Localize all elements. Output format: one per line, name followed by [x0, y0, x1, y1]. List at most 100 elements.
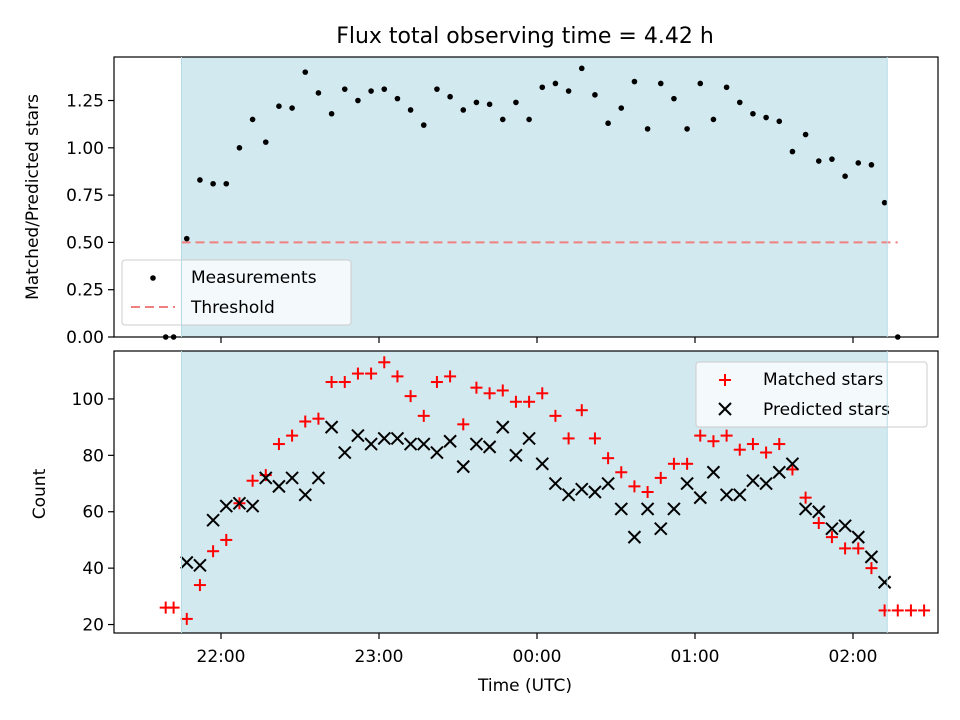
legend-measurements-marker	[150, 275, 156, 281]
predicted-star-point	[351, 428, 365, 443]
predicted-star-point	[285, 471, 299, 485]
matched-star-point	[891, 604, 904, 617]
measurement-point	[565, 88, 572, 94]
matched-star-point	[786, 463, 799, 476]
measurement-point	[842, 173, 848, 179]
predicted-star-point	[443, 434, 457, 448]
measurement-point	[328, 110, 335, 117]
predicted-star-point	[469, 437, 484, 451]
measurement-point	[447, 93, 453, 100]
bottom-panel: 20 40 60 80 100 22:00 23:00 00:00 01:00 02:00 Co…	[30, 350, 939, 696]
measurement-point	[499, 116, 506, 123]
measurement-point	[710, 116, 717, 123]
bottom-y-tick-label: 100	[72, 390, 104, 410]
measurement-point	[262, 139, 269, 145]
matched-star-point	[667, 457, 680, 470]
matched-star-point	[878, 604, 891, 617]
matched-star-point	[536, 387, 549, 400]
measurement-point	[394, 95, 401, 102]
measurement-point	[815, 158, 822, 164]
count-points	[159, 356, 931, 625]
predicted-star-point	[311, 471, 326, 485]
predicted-star-point	[232, 496, 247, 510]
measurement-points	[162, 65, 901, 340]
measurement-point	[289, 105, 295, 111]
predicted-star-point	[680, 476, 694, 491]
x-axis-label: Time (UTC)	[477, 676, 572, 696]
top-y-tick-label: 0.00	[66, 328, 104, 348]
predicted-star-point	[877, 575, 892, 589]
measurement-point	[881, 199, 888, 206]
matched-star-point	[272, 438, 285, 451]
measurement-point	[526, 116, 532, 123]
legend-threshold-label: Threshold	[190, 298, 275, 318]
predicted-star-point	[338, 445, 352, 460]
legend-matched-marker	[719, 374, 731, 386]
measurement-point	[763, 114, 769, 121]
matched-star-point	[417, 409, 430, 422]
top-legend: Measurements Threshold	[121, 259, 352, 326]
measurement-point	[657, 80, 664, 87]
measurement-point	[197, 177, 203, 183]
matched-star-point	[865, 562, 878, 575]
matched-star-point	[470, 381, 483, 394]
legend-predicted-marker	[718, 402, 732, 416]
predicted-star-point	[245, 499, 260, 513]
matched-star-point	[681, 457, 694, 470]
x-tick-label: 00:00	[513, 647, 562, 667]
measurement-point	[236, 145, 243, 151]
matched-star-point	[193, 579, 206, 592]
matched-star-point	[852, 542, 865, 555]
matched-star-point	[602, 452, 615, 465]
matched-star-point	[654, 471, 667, 484]
predicted-star-point	[798, 502, 813, 516]
top-y-tick-label: 1.00	[66, 139, 104, 159]
chart-title: Flux total observing time = 4.42 h	[336, 24, 714, 49]
matched-star-point	[839, 542, 852, 555]
measurement-point	[460, 107, 467, 113]
predicted-star-point	[864, 550, 879, 564]
bottom-y-tick-label: 20	[82, 616, 104, 636]
matched-star-point	[615, 466, 628, 479]
bottom-legend-box	[695, 361, 928, 428]
measurement-point	[249, 116, 256, 123]
measurement-point	[473, 99, 480, 106]
legend-measurements-label: Measurements	[191, 268, 317, 288]
predicted-star-point	[403, 437, 418, 451]
predicted-star-point	[272, 479, 286, 494]
measurement-point	[355, 97, 361, 104]
measurement-point	[789, 148, 796, 155]
measurement-point	[631, 78, 638, 85]
predicted-star-point	[298, 488, 312, 502]
predicted-star-point	[575, 482, 589, 496]
matched-star-point	[220, 533, 233, 546]
predicted-star-point	[180, 555, 194, 570]
top-x-axis-ticks	[220, 337, 854, 343]
top-y-axis-ticks: 0.00 0.25 0.50 0.75 1.00 1.25	[66, 92, 114, 348]
matched-star-point	[338, 376, 351, 389]
predicted-star-point	[364, 437, 378, 451]
measurement-point	[539, 84, 546, 91]
measurement-point	[605, 120, 611, 127]
measurement-point	[302, 69, 309, 75]
predicted-star-point	[812, 505, 826, 519]
predicted-star-point	[535, 457, 549, 471]
measurement-point	[697, 80, 704, 87]
predicted-star-point	[825, 521, 839, 536]
predicted-star-point	[456, 459, 470, 474]
predicted-star-point	[785, 457, 800, 471]
x-tick-label: 01:00	[671, 647, 720, 667]
measurement-point	[513, 99, 519, 106]
matched-star-point	[918, 604, 931, 617]
matched-star-point	[404, 390, 417, 403]
matched-star-point	[286, 429, 299, 442]
predicted-star-point	[706, 465, 721, 479]
matched-star-point	[588, 432, 601, 445]
measurement-point	[684, 126, 690, 132]
measurement-point	[723, 84, 730, 91]
measurement-point	[407, 107, 414, 113]
top-y-tick-label: 0.25	[66, 281, 104, 301]
predicted-star-point	[496, 420, 510, 434]
measurement-point	[434, 86, 440, 92]
predicted-star-point	[561, 488, 576, 502]
